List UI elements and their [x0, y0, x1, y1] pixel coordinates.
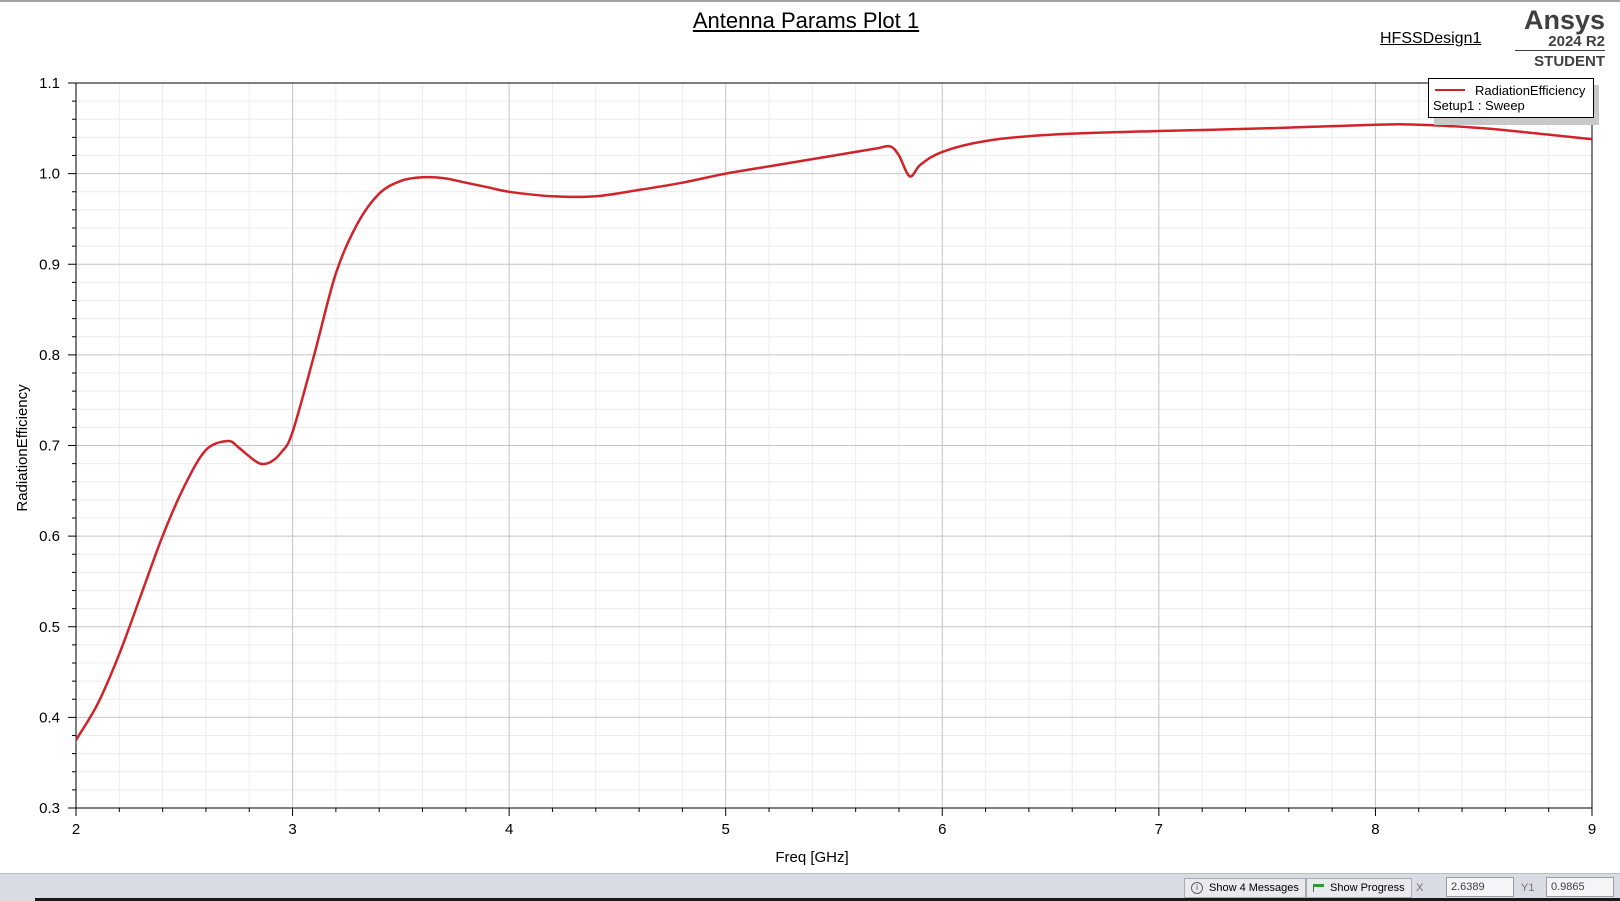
info-icon: i	[1191, 882, 1203, 894]
x-tick-label: 3	[288, 821, 296, 838]
y-axis-label: RadiationEfficiency	[14, 384, 31, 512]
show-messages-button[interactable]: i Show 4 Messages	[1184, 878, 1306, 898]
x-tick-label: 4	[505, 821, 513, 838]
x-axis-label: Freq [GHz]	[775, 849, 848, 866]
chart[interactable]: 2 3 4 5 6 7 8 9 0.3 0.4 0.5 0.6 0.7 0.8 0.9 1.0 1.1 Fre…	[0, 0, 1620, 873]
x-tick-label: 8	[1371, 821, 1379, 838]
x-tick-label: 2	[72, 821, 80, 838]
legend-swatch	[1435, 89, 1465, 91]
y-tick-label: 0.7	[39, 438, 60, 455]
x-tick-label: 6	[938, 821, 946, 838]
y-tick-label: 1.0	[39, 166, 60, 183]
show-messages-label: Show 4 Messages	[1209, 882, 1299, 894]
y-coord-field: 0.9865	[1546, 877, 1614, 897]
x-tick-label: 5	[722, 821, 730, 838]
ansys-logo: Ansys 2024 R2 STUDENT	[1515, 6, 1605, 73]
y-coord-label: Y1	[1521, 882, 1535, 894]
design-name-label: HFSSDesign1	[1380, 30, 1482, 47]
y-axis-ticks: 0.3 0.4 0.5 0.6 0.7 0.8 0.9 1.0 1.1	[39, 75, 76, 817]
plot-title[interactable]: Antenna Params Plot 1	[692, 8, 920, 33]
window-top-border	[0, 0, 1620, 2]
x-coord-label: X	[1416, 882, 1424, 894]
y-tick-label: 1.1	[39, 75, 60, 92]
brand-version: 2024 R2	[1515, 34, 1605, 51]
major-grid	[76, 83, 1592, 808]
y-tick-label: 0.5	[39, 619, 60, 636]
brand-edition: STUDENT	[1534, 53, 1605, 70]
show-progress-label: Show Progress	[1330, 882, 1405, 894]
brand-name: Ansys	[1523, 5, 1605, 35]
legend-setup-label: Setup1 : Sweep	[1433, 98, 1525, 113]
y-tick-label: 0.9	[39, 256, 60, 273]
y-tick-label: 0.3	[39, 800, 60, 817]
x-tick-label: 9	[1588, 821, 1596, 838]
show-progress-button[interactable]: Show Progress	[1306, 878, 1412, 898]
legend-series-label: RadiationEfficiency	[1475, 83, 1586, 98]
series-line-radiation-efficiency[interactable]	[74, 123, 1593, 741]
x-tick-label: 7	[1155, 821, 1163, 838]
status-bar: i Show 4 Messages Show Progress X 2.6389…	[0, 873, 1620, 901]
y-tick-label: 0.4	[39, 709, 60, 726]
chart-legend[interactable]: RadiationEfficiency Setup1 : Sweep	[1428, 78, 1594, 118]
progress-icon	[1313, 884, 1324, 892]
y-tick-label: 0.8	[39, 347, 60, 364]
series-layer[interactable]	[74, 123, 1593, 741]
y-tick-label: 0.6	[39, 528, 60, 545]
x-coord-field: 2.6389	[1446, 877, 1514, 897]
x-axis-ticks: 2 3 4 5 6 7 8 9	[72, 808, 1596, 838]
